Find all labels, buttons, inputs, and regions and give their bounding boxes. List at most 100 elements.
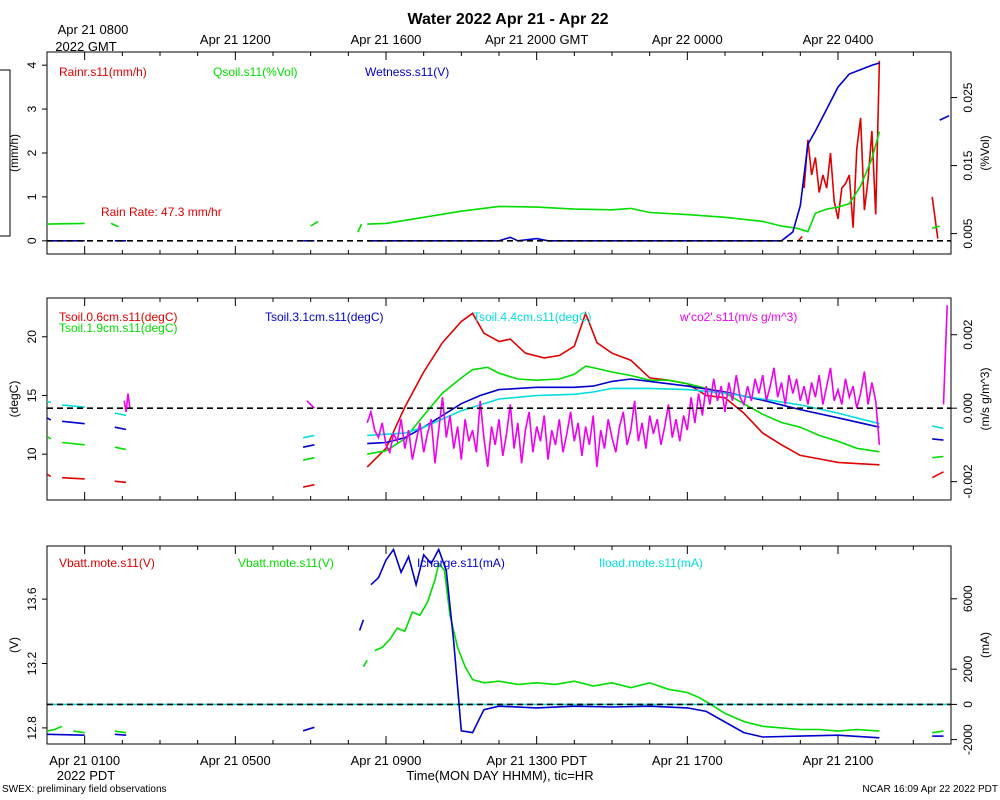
- series-line-tsoil-3-1cm-s11-degc-: [62, 420, 85, 425]
- right-axis-tick-label: 0.002: [961, 319, 975, 349]
- legend-label: Tsoil.4.4cm.s11(degC): [473, 310, 592, 324]
- bottom-axis-tick-label: Apr 21 0100: [49, 753, 120, 768]
- series-line-tsoil-4-4cm-s11-degc-: [62, 404, 85, 408]
- rain-rate-annotation: Rain Rate: 47.3 mm/hr: [101, 205, 222, 219]
- legend-label: Wetness.s11(V): [365, 65, 449, 79]
- series-line-wetness-s11-v-: [367, 62, 880, 242]
- series-line-vbatt-mote-s11-v-: [47, 725, 63, 732]
- series-line-vbatt-mote-s11-v-: [114, 730, 127, 734]
- legend-label: Iload.mote.s11(mA): [599, 556, 703, 570]
- series-line-tsoil-0-6cm-s11-degc-: [366, 310, 880, 468]
- x-axis-label: Time(MON DAY HHMM), tic=HR: [406, 768, 593, 783]
- right-axis-tick-label: 0.015: [961, 150, 975, 180]
- series-line-vbatt-mote-s11-v-: [362, 659, 368, 668]
- right-axis-tick-label: 6000: [961, 585, 975, 612]
- bottom-axis-tick-label: Apr 21 1300 PDT: [486, 753, 587, 768]
- top-axis-tick-label: Apr 21 1600: [351, 32, 422, 47]
- bottom-axis-tick-label: Apr 21 0500: [200, 753, 271, 768]
- left-axis-label: (mm/h): [7, 134, 21, 172]
- series-line-w-co2-s11-m-s-g-m-3-: [942, 305, 948, 405]
- series-line-vbatt-mote-s11-v-: [374, 562, 880, 732]
- series-line-rainr-s11-mm-h-: [803, 60, 881, 228]
- top-axis-year-label: 2022 GMT: [55, 39, 116, 54]
- left-axis-tick-label: 15: [25, 388, 39, 402]
- footer-left-note: SWEX: preliminary field observations: [2, 784, 167, 795]
- left-axis-tick-label: 13.6: [25, 587, 39, 611]
- series-line-tsoil-0-6cm-s11-degc-: [114, 480, 127, 484]
- right-axis-tick-label: -2000: [961, 724, 975, 755]
- series-line-icharge-s11-ma-: [47, 733, 85, 736]
- bottom-axis-tick-label: Apr 21 0900: [351, 753, 422, 768]
- left-axis-label: (degC): [7, 381, 21, 418]
- chart-title: Water 2022 Apr 21 - Apr 22: [408, 11, 609, 28]
- series-line-qsoil-s11-vol-: [47, 222, 85, 225]
- series-line-qsoil-s11-vol-: [357, 223, 363, 233]
- series-line-tsoil-3-1cm-s11-degc-: [114, 426, 127, 431]
- panel-2: 10 15 20 -0.002 0.000 0.002 (degC) (m/s g/m^3) T…: [7, 297, 992, 501]
- bottom-axis-year-label: 2022 PDT: [57, 768, 116, 783]
- series-line-qsoil-s11-vol-: [110, 222, 119, 228]
- legend-label: Tsoil.0.6cm.s11(degC): [59, 310, 178, 324]
- right-axis-tick-label: 0: [961, 701, 975, 708]
- series-line-tsoil-1-9cm-s11-degc-: [62, 441, 85, 446]
- series-line-qsoil-s11-vol-: [931, 225, 940, 229]
- right-axis-label: (m/s g/m^3): [978, 368, 992, 431]
- top-axis-tick-label: Apr 21 1200: [200, 32, 271, 47]
- legend-label: Icharge.s11(mA): [417, 556, 505, 570]
- panel-3: 12.8 13.2 13.6 -2000 0 2000 6000 (V) (mA) Vbatt.m…: [7, 545, 992, 755]
- series-line-tsoil-4-4cm-s11-degc-: [367, 387, 880, 437]
- series-line-tsoil-1-9cm-s11-degc-: [367, 365, 880, 455]
- right-axis-tick-label: 0.000: [961, 393, 975, 423]
- series-line-vbatt-mote-s11-v-: [73, 730, 85, 734]
- left-axis-tick-label: 3: [25, 105, 39, 112]
- left-axis-tick-label: 13.2: [25, 652, 39, 676]
- series-line-vbatt-mote-s11-v-: [932, 730, 944, 734]
- series-line-icharge-s11-ma-: [358, 619, 365, 631]
- panel-frame: [46, 545, 952, 745]
- left-axis-tick-label: 20: [25, 330, 39, 344]
- series-line-icharge-s11-ma-: [302, 726, 315, 732]
- series-line-tsoil-1-9cm-s11-degc-: [114, 446, 127, 451]
- right-axis-tick-label: 0.005: [961, 218, 975, 248]
- left-axis-tick-label: 1: [25, 193, 39, 200]
- series-line-qsoil-s11-vol-: [310, 220, 319, 227]
- series-line-tsoil-3-1cm-s11-degc-: [932, 438, 944, 441]
- partial-legend-box: [0, 69, 11, 237]
- series-line-icharge-s11-ma-: [114, 733, 127, 736]
- right-axis-tick-label: -0.002: [961, 464, 975, 498]
- series-line-wetness-s11-v-: [939, 114, 950, 121]
- series-line-w-co2-s11-m-s-g-m-3-: [306, 400, 315, 409]
- top-axis-tick-label: Apr 22 0000: [652, 32, 723, 47]
- series-line-tsoil-1-9cm-s11-degc-: [302, 456, 315, 461]
- right-axis-tick-label: 0.025: [961, 82, 975, 112]
- top-axis-tick-label: Apr 21 0800: [58, 22, 129, 37]
- right-axis-label: (%Vol): [978, 135, 992, 170]
- legend-label: Vbatt.mote.s11(V): [238, 556, 334, 570]
- left-axis-tick-label: 4: [25, 62, 39, 69]
- footer-right-note: NCAR 16:09 Apr 22 2022 PDT: [862, 784, 998, 795]
- series-line-tsoil-0-6cm-s11-degc-: [931, 471, 944, 479]
- series-line-tsoil-4-4cm-s11-degc-: [932, 425, 944, 430]
- series-line-w-co2-s11-m-s-g-m-3-: [123, 393, 131, 413]
- legend-label: Vbatt.mote.s11(V): [59, 556, 155, 570]
- top-axis-tick-label: Apr 22 0400: [803, 32, 874, 47]
- series-line-icharge-s11-ma-: [370, 547, 880, 739]
- bottom-axis-tick-label: Apr 21 2100: [803, 753, 874, 768]
- legend-label: Rainr.s11(mm/h): [59, 65, 147, 79]
- series-line-tsoil-1-9cm-s11-degc-: [932, 455, 944, 459]
- series-line-tsoil-0-6cm-s11-degc-: [47, 473, 52, 478]
- left-axis-tick-label: 2: [25, 149, 39, 156]
- series-line-tsoil-4-4cm-s11-degc-: [114, 412, 127, 417]
- left-axis-tick-label: 0: [25, 237, 39, 244]
- legend-label: Qsoil.s11(%Vol): [213, 65, 297, 79]
- legend-label: Tsoil.1.9cm.s11(degC): [59, 321, 178, 335]
- series-line-tsoil-1-9cm-s11-degc-: [47, 435, 52, 440]
- series-line-tsoil-3-1cm-s11-degc-: [47, 417, 52, 421]
- series-line-tsoil-0-6cm-s11-degc-: [302, 483, 315, 488]
- series-line-w-co2-s11-m-s-g-m-3-: [366, 367, 881, 468]
- series-line-rainr-s11-mm-h-: [931, 196, 939, 239]
- panel-1: 0 1 2 3 4 0.005 0.015 0.025 (mm/h) (%Vol) Rainr.s1…: [7, 51, 992, 255]
- left-axis-label: (V): [7, 637, 21, 653]
- right-axis-label: (mA): [978, 632, 992, 658]
- left-axis-tick-label: 10: [25, 447, 39, 461]
